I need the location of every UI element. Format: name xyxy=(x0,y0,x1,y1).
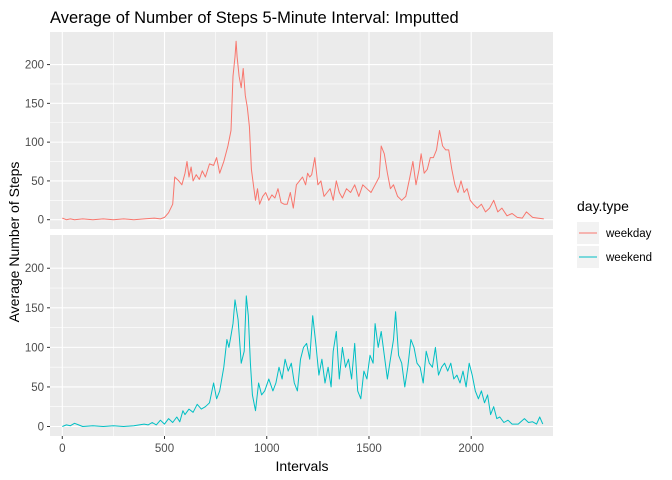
x-tick-label: 1000 xyxy=(254,443,280,455)
panel-weekend xyxy=(50,235,553,436)
legend: day.type weekday weekend xyxy=(577,198,652,268)
chart-title: Average of Number of Steps 5-Minute Inte… xyxy=(50,9,459,27)
y-tick-label: 50 xyxy=(31,176,44,188)
y-tick-label: 100 xyxy=(25,342,44,354)
y-axis-title: Average Number of Steps xyxy=(6,162,22,323)
y-tick-label: 200 xyxy=(25,263,44,275)
series-line-weekday xyxy=(62,40,544,221)
y-tick-label: 0 xyxy=(38,215,44,227)
y-tick-label: 100 xyxy=(25,137,44,149)
legend-title: day.type xyxy=(577,198,629,214)
panel-background xyxy=(50,32,553,229)
y-tick-label: 200 xyxy=(25,60,44,72)
panel-background xyxy=(50,235,553,436)
y-axis-bottom: 0 50 100 150 200 xyxy=(25,263,50,434)
x-axis: 0 500 1000 1500 2000 xyxy=(59,436,484,455)
y-tick-label: 150 xyxy=(25,98,44,110)
legend-label-weekend: weekend xyxy=(605,252,652,264)
x-tick-label: 1500 xyxy=(356,443,382,455)
panel-weekday xyxy=(50,32,553,229)
y-axis-top: 0 50 100 150 200 xyxy=(25,60,50,227)
x-axis-title: Intervals xyxy=(276,458,329,474)
series-line-weekend xyxy=(62,295,544,427)
y-tick-label: 50 xyxy=(31,382,44,394)
legend-label-weekday: weekday xyxy=(605,228,652,240)
x-tick-label: 500 xyxy=(155,443,174,455)
y-tick-label: 150 xyxy=(25,303,44,315)
x-tick-label: 2000 xyxy=(458,443,484,455)
y-tick-label: 0 xyxy=(38,422,44,434)
x-tick-label: 0 xyxy=(59,443,65,455)
